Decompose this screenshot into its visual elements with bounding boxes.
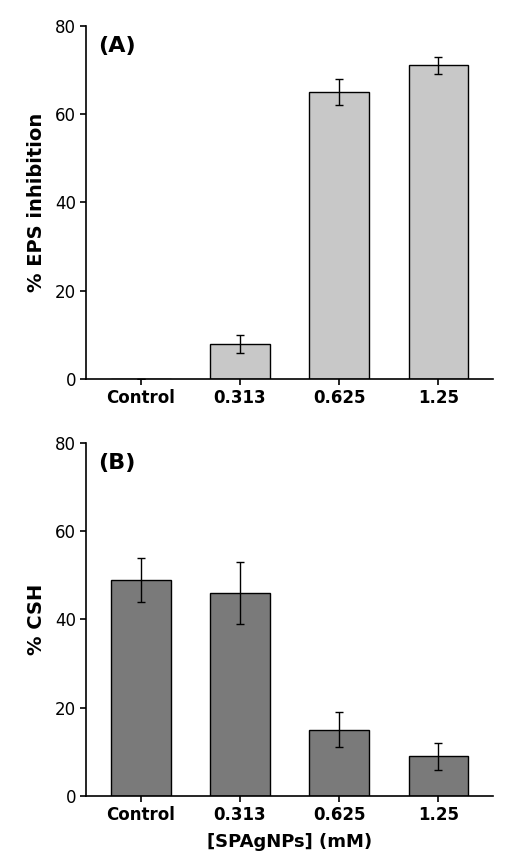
Bar	[210, 344, 270, 379]
Bar	[408, 65, 468, 379]
Bar	[210, 593, 270, 796]
Bar	[309, 730, 369, 796]
Y-axis label: % CSH: % CSH	[27, 584, 47, 655]
Text: (B): (B)	[99, 454, 136, 473]
Bar	[309, 92, 369, 379]
Y-axis label: % EPS inhibition: % EPS inhibition	[27, 113, 47, 292]
Text: (A): (A)	[99, 36, 136, 56]
X-axis label: [SPAgNPs] (mM): [SPAgNPs] (mM)	[207, 833, 372, 851]
Bar	[111, 580, 171, 796]
Bar	[408, 757, 468, 796]
